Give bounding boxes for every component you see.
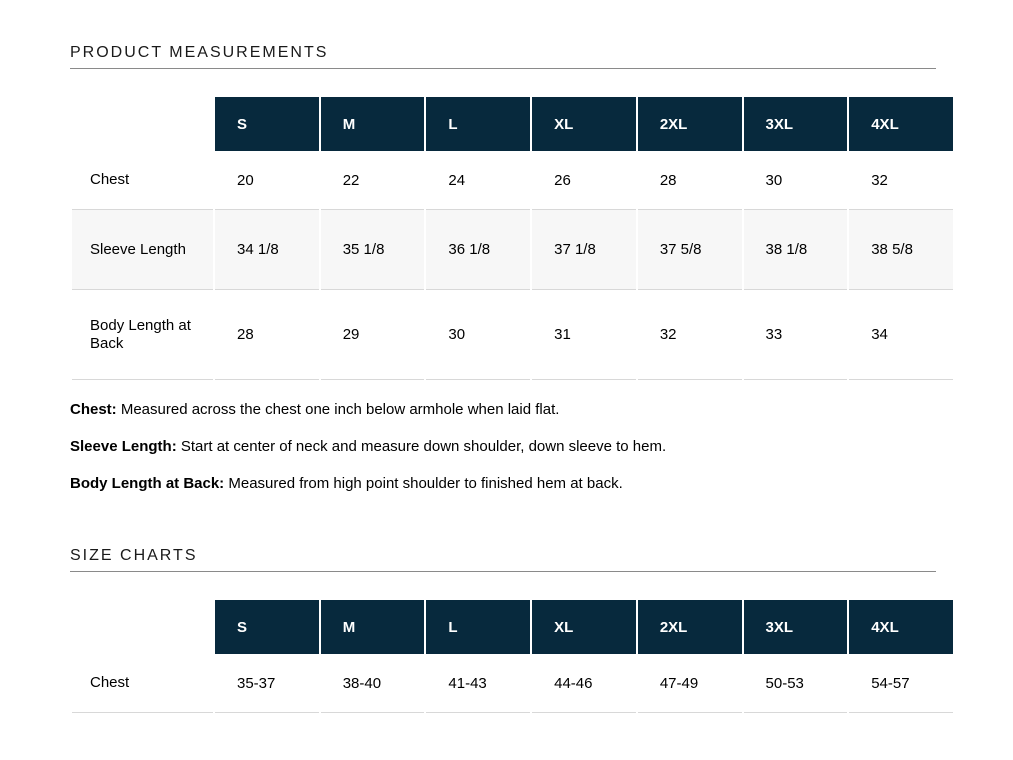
- note-term: Body Length at Back:: [70, 475, 225, 492]
- measurement-row-label: Body Length at Back: [72, 290, 213, 380]
- product-measurements-table: S M L XL 2XL 3XL 4XL Chest 20 22 24 26 28 30 32 Sleeve …: [70, 97, 955, 380]
- measurement-value: 20: [215, 151, 319, 210]
- measurement-value: 38 5/8: [849, 210, 953, 290]
- header-corner-cell: [72, 97, 213, 151]
- size-column-header: S: [215, 600, 319, 654]
- size-charts-title: SIZE CHARTS: [70, 547, 936, 572]
- size-column-header: M: [320, 600, 425, 654]
- size-column-header: 3XL: [743, 600, 848, 654]
- size-column-header: 2XL: [637, 600, 742, 654]
- size-column-header: XL: [532, 600, 636, 654]
- header-corner-cell: [72, 600, 213, 654]
- size-header-row: S M L XL 2XL 3XL 4XL: [72, 97, 953, 151]
- measurement-value: 37 5/8: [637, 210, 742, 290]
- size-column-header: 4XL: [849, 97, 953, 151]
- product-measurements-title: PRODUCT MEASUREMENTS: [70, 44, 936, 69]
- measurement-value: 35 1/8: [320, 210, 425, 290]
- size-column-header: L: [426, 600, 531, 654]
- size-column-header: S: [215, 97, 319, 151]
- measurement-value: 32: [637, 290, 742, 380]
- product-measurements-section: PRODUCT MEASUREMENTS S M L XL 2XL 3XL 4XL Chest…: [70, 44, 955, 492]
- measurement-row-label: Sleeve Length: [72, 210, 213, 290]
- note-definition: Measured from high point shoulder to fin…: [228, 475, 623, 492]
- measurement-value: 50-53: [743, 654, 848, 713]
- size-header-row: S M L XL 2XL 3XL 4XL: [72, 600, 953, 654]
- note-term: Chest:: [70, 401, 117, 418]
- measurement-value: 32: [849, 151, 953, 210]
- measurement-row: Body Length at Back 28 29 30 31 32 33 34: [72, 290, 953, 380]
- measurement-value: 38-40: [320, 654, 425, 713]
- measurement-value: 31: [532, 290, 636, 380]
- size-charts-table: S M L XL 2XL 3XL 4XL Chest 35-37 38-40 41-43 44-46 4…: [70, 600, 955, 713]
- measurement-value: 38 1/8: [743, 210, 848, 290]
- measurement-note-body-length: Body Length at Back: Measured from high …: [70, 475, 955, 492]
- measurement-row-label: Chest: [72, 654, 213, 713]
- measurement-value: 37 1/8: [532, 210, 636, 290]
- measurement-value: 26: [532, 151, 636, 210]
- measurement-value: 30: [426, 290, 531, 380]
- measurement-note-chest: Chest: Measured across the chest one inc…: [70, 401, 955, 418]
- measurement-note-sleeve-length: Sleeve Length: Start at center of neck a…: [70, 438, 955, 455]
- size-column-header: L: [426, 97, 531, 151]
- measurement-value: 44-46: [532, 654, 636, 713]
- note-definition: Measured across the chest one inch below…: [120, 401, 560, 418]
- measurement-value: 36 1/8: [426, 210, 531, 290]
- measurement-value: 34 1/8: [215, 210, 319, 290]
- size-column-header: 2XL: [637, 97, 742, 151]
- measurement-value: 28: [637, 151, 742, 210]
- size-guide-page: PRODUCT MEASUREMENTS S M L XL 2XL 3XL 4XL Chest…: [70, 44, 955, 713]
- measurement-value: 30: [743, 151, 848, 210]
- measurement-value: 24: [426, 151, 531, 210]
- size-column-header: 3XL: [743, 97, 848, 151]
- measurement-value: 33: [743, 290, 848, 380]
- measurement-row: Sleeve Length 34 1/8 35 1/8 36 1/8 37 1/8 37 …: [72, 210, 953, 290]
- measurement-value: 54-57: [849, 654, 953, 713]
- measurement-value: 29: [320, 290, 425, 380]
- measurement-value: 22: [320, 151, 425, 210]
- measurement-row: Chest 35-37 38-40 41-43 44-46 47-49 50-53 54-57: [72, 654, 953, 713]
- measurement-notes: Chest: Measured across the chest one inc…: [70, 401, 955, 492]
- measurement-value: 35-37: [215, 654, 319, 713]
- note-term: Sleeve Length:: [70, 438, 177, 455]
- measurement-row: Chest 20 22 24 26 28 30 32: [72, 151, 953, 210]
- measurement-value: 47-49: [637, 654, 742, 713]
- size-column-header: 4XL: [849, 600, 953, 654]
- size-charts-section: SIZE CHARTS S M L XL 2XL 3XL 4XL Chest 35-37 38-4…: [70, 547, 955, 713]
- measurement-value: 41-43: [426, 654, 531, 713]
- measurement-value: 34: [849, 290, 953, 380]
- measurement-value: 28: [215, 290, 319, 380]
- size-column-header: XL: [532, 97, 636, 151]
- size-column-header: M: [320, 97, 425, 151]
- measurement-row-label: Chest: [72, 151, 213, 210]
- note-definition: Start at center of neck and measure down…: [180, 438, 667, 455]
